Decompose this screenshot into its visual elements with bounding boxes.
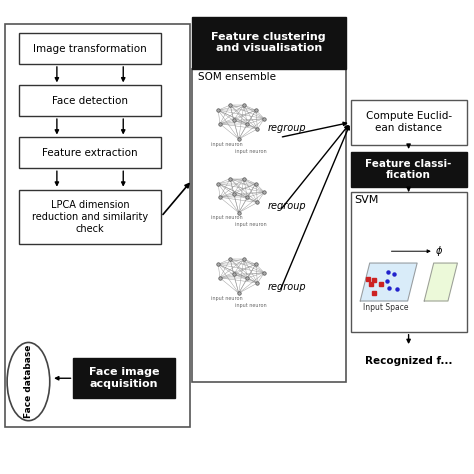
Bar — [351, 152, 467, 187]
Polygon shape — [360, 263, 417, 301]
Bar — [19, 33, 161, 64]
Bar — [19, 190, 161, 244]
Text: input neuron: input neuron — [211, 296, 243, 301]
Text: Compute Euclid-
ean distance: Compute Euclid- ean distance — [365, 111, 452, 133]
Text: input neuron: input neuron — [235, 222, 266, 228]
Polygon shape — [424, 263, 457, 301]
Text: Face database: Face database — [24, 345, 33, 418]
Text: regroup: regroup — [268, 282, 306, 292]
Bar — [19, 85, 161, 116]
Text: LPCA dimension
reduction and similarity
check: LPCA dimension reduction and similarity … — [32, 201, 148, 234]
Text: SOM ensemble: SOM ensemble — [198, 72, 276, 82]
Text: input neuron: input neuron — [211, 142, 243, 147]
Ellipse shape — [7, 342, 50, 421]
Bar — [351, 100, 467, 145]
Text: Feature classi-
fication: Feature classi- fication — [365, 159, 452, 181]
Text: input neuron: input neuron — [235, 303, 266, 308]
Text: regroup: regroup — [268, 201, 306, 211]
Bar — [19, 137, 161, 168]
Text: Image transformation: Image transformation — [33, 44, 147, 54]
Text: input neuron: input neuron — [211, 216, 243, 220]
Text: Face detection: Face detection — [52, 96, 128, 106]
Bar — [351, 192, 467, 332]
Text: Input Space: Input Space — [363, 302, 408, 311]
Bar — [192, 69, 346, 382]
Text: regroup: regroup — [268, 123, 306, 133]
Text: SVM: SVM — [355, 195, 379, 205]
Bar — [192, 17, 346, 69]
Bar — [73, 358, 175, 398]
Text: Feature extraction: Feature extraction — [42, 148, 138, 158]
Text: $\phi$: $\phi$ — [435, 244, 443, 258]
Text: input neuron: input neuron — [235, 149, 266, 154]
Text: Feature clustering
and visualisation: Feature clustering and visualisation — [211, 32, 326, 54]
Bar — [5, 24, 190, 427]
Text: Face image
acquisition: Face image acquisition — [89, 367, 159, 389]
Text: Recognized f...: Recognized f... — [365, 356, 452, 366]
